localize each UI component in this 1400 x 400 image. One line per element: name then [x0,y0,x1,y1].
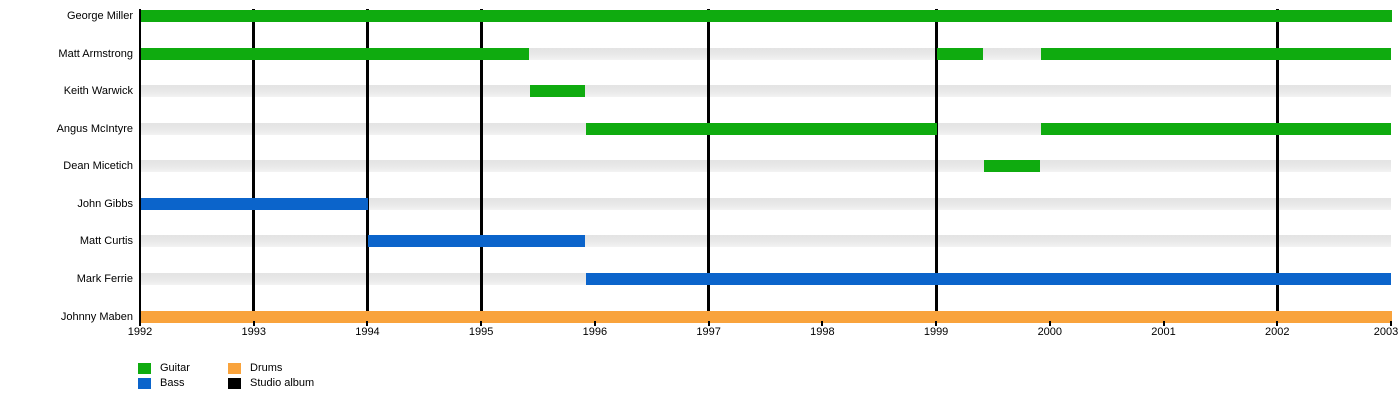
row-track [141,85,1391,98]
timeline-bar [937,47,984,60]
axis-tick [821,321,824,326]
legend-label-bass: Bass [160,377,185,389]
axis-tick [252,321,255,326]
legend-label-drums: Drums [250,362,283,374]
axis-tick-label: 1998 [810,326,835,338]
axis-tick [593,321,596,326]
studio-album-line [707,9,711,321]
member-label: Mark Ferrie [76,272,133,285]
timeline-plot-area [139,9,1392,326]
axis-tick-label: 2003 [1373,326,1399,338]
timeline-bar [141,310,1392,323]
axis-tick [480,321,483,326]
timeline-bar [529,85,586,98]
timeline-bar [141,10,1392,22]
axis-tick-label: 1994 [355,326,380,338]
legend-label-studio-album: Studio album [250,377,315,389]
member-label: Johnny Maben [60,310,133,323]
legend-item-drums: Drums [228,363,314,374]
bass-swatch-icon [138,378,151,389]
axis-tick [1048,321,1051,326]
member-label: Keith Warwick [63,85,133,98]
timeline-bar [983,160,1041,173]
member-label: Dean Micetich [63,160,133,173]
studio-album-line [1275,9,1279,321]
axis-tick [1162,321,1165,326]
axis-tick [366,321,369,326]
studio-album-line [252,9,256,321]
timeline-bar [585,122,937,135]
member-label: Matt Armstrong [58,47,133,60]
guitar-swatch-icon [138,363,151,374]
member-label: Matt Curtis [79,235,133,248]
axis-tick-label: 1997 [696,326,721,338]
y-axis-line [139,9,141,321]
timeline-bar [141,197,368,210]
axis-tick-label: 1999 [923,326,949,338]
legend-column: Drums Studio album [228,363,314,389]
axis-tick-label: 1993 [241,326,266,338]
legend-item-guitar: Guitar [138,363,228,374]
legend-column: Guitar Bass [138,363,228,389]
axis-tick-label: 2000 [1037,326,1063,338]
axis-tick [1276,321,1279,326]
axis-tick [139,321,141,326]
member-label: John Gibbs [77,197,133,210]
axis-tick-label: 2001 [1151,326,1176,338]
row-track [141,197,1391,210]
row-track [141,160,1391,173]
studio-album-line [365,9,369,321]
drums-swatch-icon [228,363,241,374]
legend-item-bass: Bass [138,378,228,389]
studio-album-line [479,9,483,321]
axis-tick-label: 2002 [1265,326,1290,338]
timeline-bar [585,272,1392,285]
axis-tick-label: 1992 [127,326,153,338]
axis-tick [935,321,938,326]
studio-album-line [934,9,938,321]
legend-item-studio-album: Studio album [228,378,314,389]
axis-tick [707,321,710,326]
row-track [141,235,1391,248]
legend-label-guitar: Guitar [160,362,190,374]
timeline-bar [368,235,586,248]
axis-tick-label: 1995 [468,326,494,338]
timeline-bar [1040,122,1392,135]
axis-tick [1390,321,1392,326]
axis-tick-label: 1996 [582,326,608,338]
member-label: George Miller [66,10,133,22]
timeline-bar [141,47,530,60]
legend: Guitar Bass Drums Studio album [138,363,314,389]
member-label: Angus McIntyre [56,122,133,135]
timeline-bar [1040,47,1392,60]
studio-album-swatch-icon [228,378,241,389]
